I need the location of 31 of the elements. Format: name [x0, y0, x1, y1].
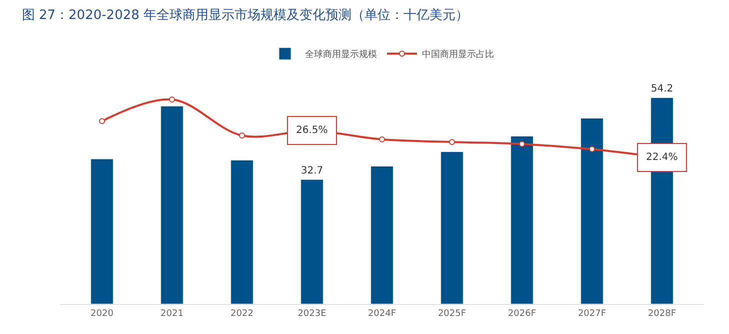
- point: [449, 139, 455, 145]
- point: [589, 146, 595, 152]
- bar: [160, 106, 184, 304]
- x-tick-label: 2024F: [368, 308, 396, 319]
- x-tick-label: 2022: [230, 308, 254, 319]
- bar: [90, 158, 114, 304]
- data-label: 54.2: [650, 84, 674, 95]
- point: [239, 132, 245, 138]
- bar: [300, 179, 324, 304]
- bar: [580, 118, 604, 304]
- data-label: 26.5%: [296, 125, 328, 136]
- x-tick-label: 2028F: [648, 308, 676, 319]
- legend-label: 中国商用显示占比: [422, 49, 494, 60]
- data-label: 32.7: [300, 166, 324, 177]
- chart-title: 图 27：2020-2028 年全球商用显示市场规模及变化预测（单位：十亿美元）: [22, 7, 469, 24]
- x-tick-label: 2021: [160, 308, 184, 319]
- bar: [370, 166, 394, 304]
- x-tick-label: 2023E: [298, 308, 327, 319]
- x-tick-label: 2026F: [508, 308, 536, 319]
- point: [169, 96, 175, 103]
- x-tick-label: 2020: [90, 308, 114, 319]
- bar: [230, 160, 254, 304]
- point: [519, 140, 525, 147]
- legend-label: 全球商用显示规模: [305, 49, 377, 60]
- x-tick-label: 2025F: [438, 308, 466, 319]
- data-label: 22.4%: [646, 152, 678, 163]
- point: [99, 118, 105, 124]
- bar: [440, 151, 464, 304]
- point: [379, 136, 385, 142]
- x-tick-label: 2027F: [578, 308, 606, 319]
- bar: [510, 136, 534, 304]
